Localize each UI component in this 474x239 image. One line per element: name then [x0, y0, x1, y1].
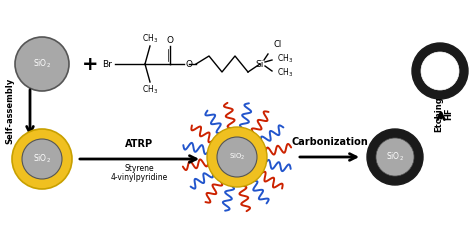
Text: 4-vinylpyridine: 4-vinylpyridine [111, 173, 168, 182]
Circle shape [421, 52, 459, 90]
Text: CH$_3$: CH$_3$ [142, 83, 158, 96]
Text: Cl: Cl [274, 40, 282, 49]
Text: SiO$_2$: SiO$_2$ [228, 152, 246, 162]
Text: O: O [186, 60, 193, 69]
Circle shape [207, 127, 267, 187]
Text: +: + [82, 54, 98, 74]
Text: Etching: Etching [435, 96, 444, 132]
Circle shape [15, 37, 69, 91]
Text: Self-assembly: Self-assembly [6, 78, 15, 144]
Text: O: O [166, 36, 173, 45]
Text: SiO$_2$: SiO$_2$ [33, 153, 51, 165]
Text: Carbonization: Carbonization [291, 137, 368, 147]
Text: CH$_3$: CH$_3$ [142, 33, 158, 45]
Text: SiO$_2$: SiO$_2$ [33, 58, 51, 70]
Text: Si: Si [256, 60, 264, 69]
Circle shape [12, 129, 72, 189]
Text: CH$_3$: CH$_3$ [277, 53, 293, 65]
Circle shape [22, 139, 62, 179]
Text: HF: HF [445, 108, 454, 120]
Text: ATRP: ATRP [126, 139, 154, 149]
Circle shape [217, 137, 257, 177]
Text: Br: Br [102, 60, 112, 69]
Text: CH$_3$: CH$_3$ [277, 67, 293, 79]
Text: SiO$_2$: SiO$_2$ [386, 151, 404, 163]
Circle shape [367, 129, 423, 185]
Circle shape [412, 43, 468, 99]
Circle shape [376, 138, 414, 176]
Text: Styrene: Styrene [125, 164, 155, 173]
